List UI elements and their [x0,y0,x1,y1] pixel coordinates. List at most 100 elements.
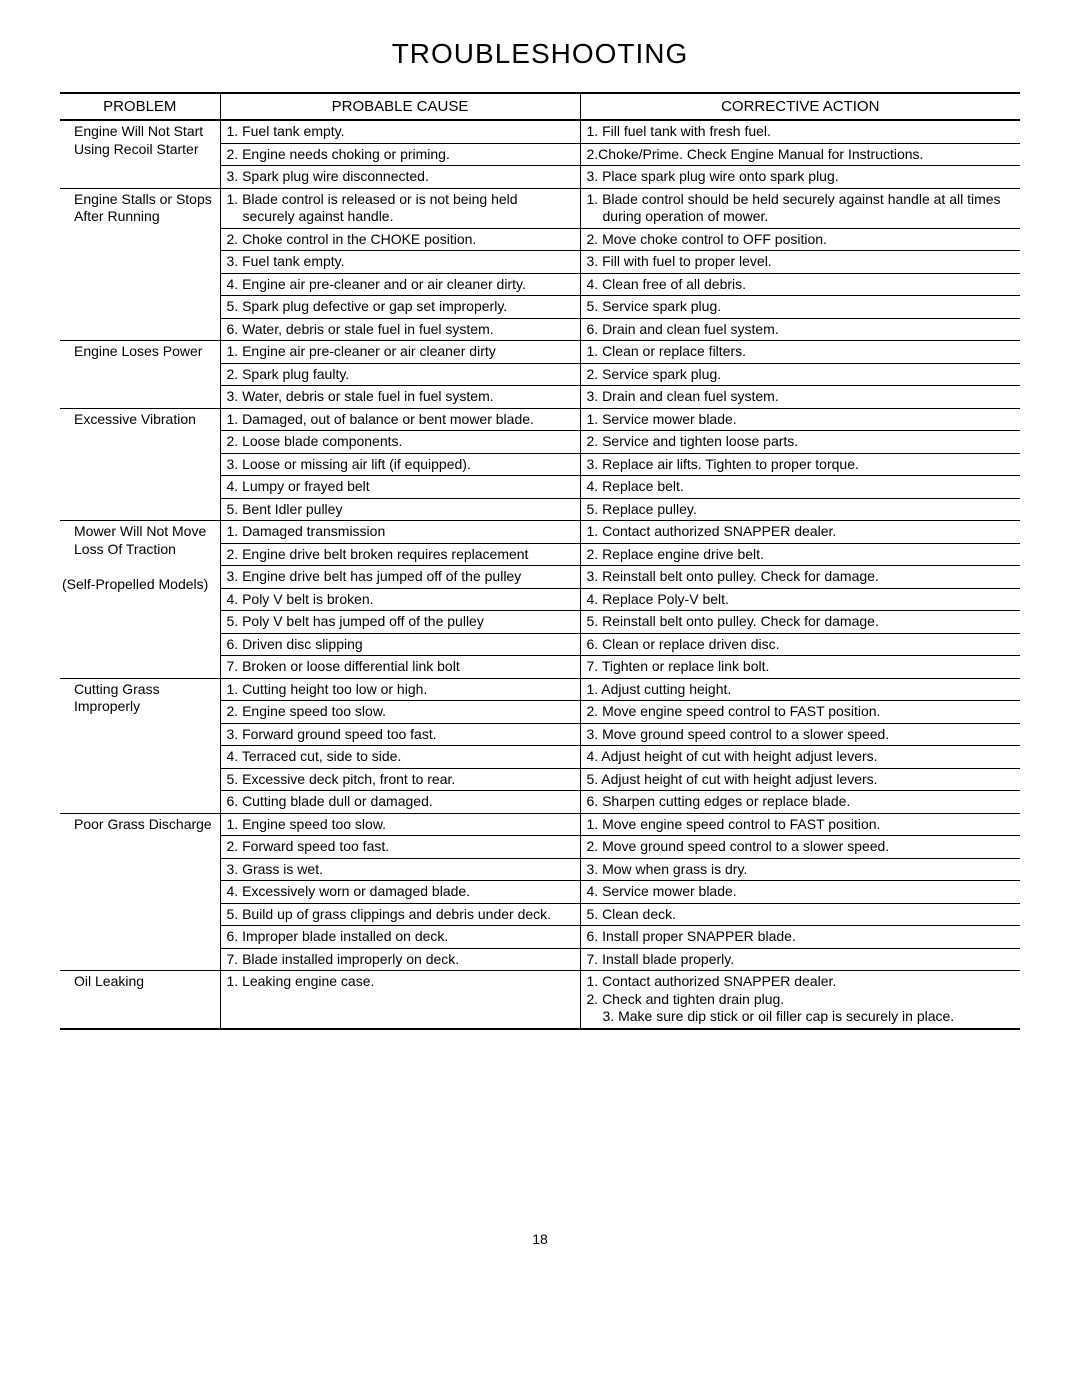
action-cell: 3. Drain and clean fuel system. [580,386,1020,409]
cause-cell: 2. Spark plug faulty. [220,363,580,386]
cause-cell: 5. Bent Idler pulley [220,498,580,521]
action-cell: 2. Move choke control to OFF position. [580,228,1020,251]
action-cell: 1. Adjust cutting height. [580,678,1020,701]
cause-cell: 3. Fuel tank empty. [220,251,580,274]
action-cell: 5. Clean deck. [580,903,1020,926]
cause-cell: 4. Poly V belt is broken. [220,588,580,611]
problem-line: (Self-Propelled Models) [62,576,214,594]
problem-cell: Excessive Vibration [60,408,220,521]
problem-line: Mower Will Not Move [74,523,214,541]
cause-cell: 5. Build up of grass clippings and debri… [220,903,580,926]
problem-line: Improperly [74,698,214,716]
cause-cell: 1. Blade control is released or is not b… [220,188,580,228]
action-cell: 1. Contact authorized SNAPPER dealer. 2.… [580,971,1020,1029]
problem-line: Loss Of Traction [74,541,214,559]
cause-cell: 1. Leaking engine case. [220,971,580,1029]
action-cell: 6. Install proper SNAPPER blade. [580,926,1020,949]
action-cell: 5. Service spark plug. [580,296,1020,319]
problem-cell: Engine Will Not Start Using Recoil Start… [60,120,220,188]
action-cell: 3. Fill with fuel to proper level. [580,251,1020,274]
cause-cell: 6. Water, debris or stale fuel in fuel s… [220,318,580,341]
problem-cell: Mower Will Not Move Loss Of Traction (Se… [60,521,220,679]
action-cell: 1. Service mower blade. [580,408,1020,431]
action-cell: 4. Replace belt. [580,476,1020,499]
action-cell: 1. Clean or replace filters. [580,341,1020,364]
cause-cell: 5. Spark plug defective or gap set impro… [220,296,580,319]
action-cell: 2. Service and tighten loose parts. [580,431,1020,454]
action-cell: 6. Drain and clean fuel system. [580,318,1020,341]
action-cell: 5. Replace pulley. [580,498,1020,521]
action-cell: 1. Blade control should be held securely… [580,188,1020,228]
cause-cell: 7. Blade installed improperly on deck. [220,948,580,971]
action-cell: 6. Sharpen cutting edges or replace blad… [580,791,1020,814]
cause-cell: 5. Poly V belt has jumped off of the pul… [220,611,580,634]
cause-cell: 4. Engine air pre-cleaner and or air cle… [220,273,580,296]
cause-cell: 1. Engine speed too slow. [220,813,580,836]
problem-line: Oil Leaking [74,973,214,991]
problem-line: Cutting Grass [74,681,214,699]
action-cell: 4. Replace Poly-V belt. [580,588,1020,611]
cause-cell: 4. Terraced cut, side to side. [220,746,580,769]
problem-cell: Engine Loses Power [60,341,220,409]
cause-cell: 1. Fuel tank empty. [220,120,580,143]
cause-cell: 4. Lumpy or frayed belt [220,476,580,499]
action-cell: 1. Fill fuel tank with fresh fuel. [580,120,1020,143]
problem-line [74,558,214,576]
action-line: 3. Make sure dip stick or oil filler cap… [587,1008,1015,1026]
col-action: CORRECTIVE ACTION [580,93,1020,120]
cause-cell: 3. Spark plug wire disconnected. [220,166,580,189]
page-title: TROUBLESHOOTING [60,38,1020,70]
cause-cell: 5. Excessive deck pitch, front to rear. [220,768,580,791]
cause-cell: 1. Damaged transmission [220,521,580,544]
page-number: 18 [0,1231,1080,1247]
action-cell: 3. Move ground speed control to a slower… [580,723,1020,746]
cause-cell: 7. Broken or loose differential link bol… [220,656,580,679]
cause-cell: 6. Driven disc slipping [220,633,580,656]
problem-cell: Poor Grass Discharge [60,813,220,971]
action-cell: 1. Move engine speed control to FAST pos… [580,813,1020,836]
cause-cell: 1. Engine air pre-cleaner or air cleaner… [220,341,580,364]
problem-line: After Running [74,208,214,226]
action-cell: 2. Move engine speed control to FAST pos… [580,701,1020,724]
action-cell: 6. Clean or replace driven disc. [580,633,1020,656]
problem-cell: Engine Stalls or Stops After Running [60,188,220,341]
problem-line: Poor Grass Discharge [74,816,214,834]
action-cell: 4. Adjust height of cut with height adju… [580,746,1020,769]
cause-cell: 3. Grass is wet. [220,858,580,881]
problem-line: Engine Stalls or Stops [74,191,214,209]
action-cell: 7. Install blade properly. [580,948,1020,971]
action-cell: 2. Move ground speed control to a slower… [580,836,1020,859]
action-cell: 3. Place spark plug wire onto spark plug… [580,166,1020,189]
action-cell: 2.Choke/Prime. Check Engine Manual for I… [580,143,1020,166]
cause-cell: 3. Water, debris or stale fuel in fuel s… [220,386,580,409]
problem-line: Excessive Vibration [74,411,214,429]
cause-cell: 6. Improper blade installed on deck. [220,926,580,949]
action-line: 2. Check and tighten drain plug. [587,991,1015,1009]
troubleshooting-table: PROBLEM PROBABLE CAUSE CORRECTIVE ACTION… [60,92,1020,1030]
action-cell: 2. Replace engine drive belt. [580,543,1020,566]
action-line: 1. Contact authorized SNAPPER dealer. [587,973,1015,991]
cause-cell: 4. Excessively worn or damaged blade. [220,881,580,904]
action-cell: 4. Clean free of all debris. [580,273,1020,296]
action-cell: 5. Reinstall belt onto pulley. Check for… [580,611,1020,634]
cause-cell: 2. Loose blade components. [220,431,580,454]
action-cell: 3. Replace air lifts. Tighten to proper … [580,453,1020,476]
action-cell: 3. Mow when grass is dry. [580,858,1020,881]
cause-cell: 1. Cutting height too low or high. [220,678,580,701]
problem-line: Using Recoil Starter [74,141,214,159]
cause-cell: 2. Engine speed too slow. [220,701,580,724]
action-cell: 4. Service mower blade. [580,881,1020,904]
problem-cell: Oil Leaking [60,971,220,1029]
cause-cell: 2. Engine needs choking or priming. [220,143,580,166]
col-problem: PROBLEM [60,93,220,120]
cause-cell: 3. Engine drive belt has jumped off of t… [220,566,580,589]
cause-cell: 3. Loose or missing air lift (if equippe… [220,453,580,476]
col-cause: PROBABLE CAUSE [220,93,580,120]
cause-cell: 1. Damaged, out of balance or bent mower… [220,408,580,431]
cause-cell: 6. Cutting blade dull or damaged. [220,791,580,814]
action-cell: 1. Contact authorized SNAPPER dealer. [580,521,1020,544]
action-cell: 2. Service spark plug. [580,363,1020,386]
problem-line: Engine Will Not Start [74,123,214,141]
problem-line: Engine Loses Power [74,343,214,361]
action-cell: 3. Reinstall belt onto pulley. Check for… [580,566,1020,589]
